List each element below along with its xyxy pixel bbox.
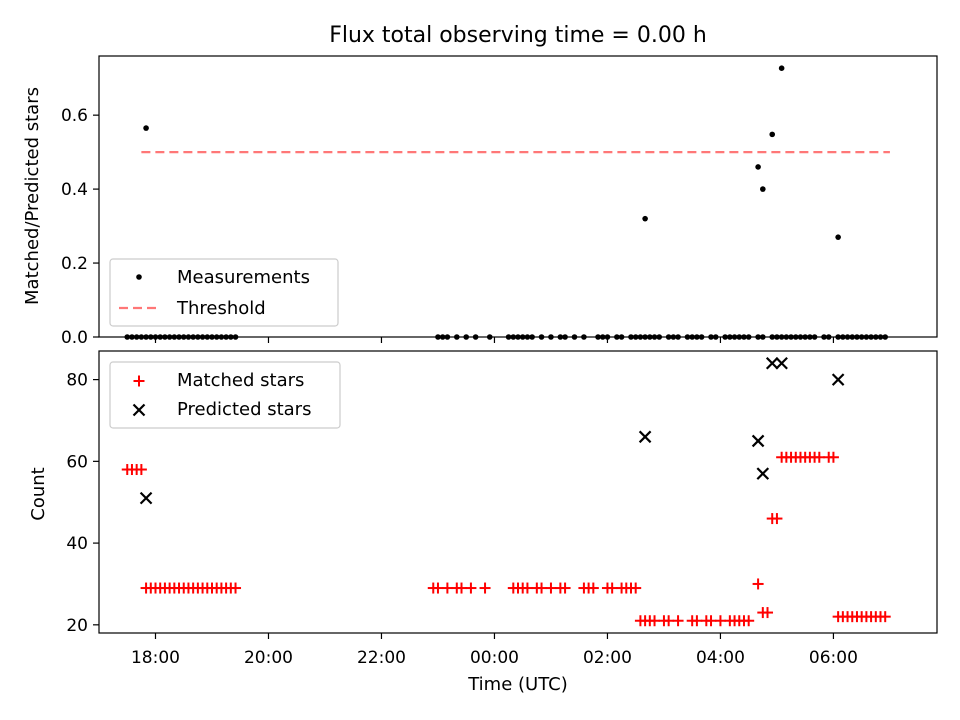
matched-star-point [630, 582, 642, 594]
matched-star-point [479, 582, 491, 594]
matched-star-point [230, 582, 242, 594]
predicted-star-point-b [751, 434, 765, 448]
predicted-star-point [775, 356, 788, 370]
predicted-star-point [831, 373, 845, 386]
x-tick-label: 20:00 [244, 648, 293, 668]
matched-star-point [714, 615, 726, 627]
x-tick-label: 18:00 [131, 648, 180, 668]
top-legend-box [109, 258, 339, 327]
bottom-plot-frame [98, 350, 938, 634]
matched-star-point [559, 582, 571, 594]
bottom-y-axis-label: Count [28, 467, 49, 520]
top-y-tick-label: 0.0 [61, 328, 88, 348]
legend-matched-label: Matched stars [177, 370, 304, 391]
matched-star-point [456, 582, 468, 594]
matched-star-point [752, 578, 764, 590]
predicted-star-point-b [638, 430, 652, 444]
bottom-legend-box [109, 361, 341, 429]
measurement-point [835, 234, 841, 240]
legend-threshold-label: Threshold [176, 298, 266, 319]
top-panel: 0.0 0.2 0.4 0.6 Measurements Threshold [61, 55, 938, 348]
measurement-point [755, 164, 761, 170]
legend-measurements-marker [136, 274, 142, 280]
matched-star-point [663, 615, 675, 627]
bottom-y-tick-label: 20 [66, 616, 88, 636]
matched-star-point [827, 451, 839, 463]
predicted-star-point-b [775, 356, 788, 370]
matched-star-point [441, 582, 453, 594]
measurement-point [642, 215, 648, 222]
matched-star-point [762, 607, 774, 619]
legend-predicted-marker-b [132, 403, 146, 417]
matched-star-point [743, 615, 755, 627]
predicted-star-point-b [831, 373, 845, 386]
x-tick-label: 00:00 [470, 648, 519, 668]
matched-star-point [649, 615, 661, 627]
matched-star-point [536, 582, 548, 594]
predicted-star-point [765, 356, 779, 370]
measurement-point [760, 186, 766, 192]
predicted-star-point-b [756, 467, 770, 480]
matched-star-point [606, 582, 618, 594]
measurement-point [143, 125, 149, 131]
matched-star-point [672, 615, 684, 627]
bottom-y-tick-label: 60 [66, 452, 88, 472]
matched-star-point [879, 611, 891, 623]
top-y-tick-label: 0.6 [61, 106, 88, 126]
matched-star-point [521, 582, 533, 594]
legend-measurements-label: Measurements [177, 267, 310, 288]
matched-star-point [465, 582, 477, 594]
matched-star-point [771, 513, 783, 525]
matched-star-point [545, 582, 557, 594]
predicted-star-point [638, 430, 652, 444]
measurement-point [778, 65, 785, 72]
predicted-star-point-b [139, 491, 153, 505]
matched-star-point [432, 582, 444, 594]
legend-predicted-label: Predicted stars [177, 399, 311, 420]
matched-star-point [691, 615, 703, 627]
matched-star-point [705, 615, 717, 627]
matched-star-point [813, 451, 825, 463]
predicted-star-point [139, 491, 153, 505]
top-y-tick-label: 0.2 [61, 254, 88, 274]
bottom-y-tick-label: 40 [66, 534, 88, 554]
predicted-star-point-b [765, 356, 779, 370]
matched-star-point [135, 464, 147, 476]
top-y-tick-label: 0.4 [61, 180, 88, 200]
bottom-panel: 20 40 60 80 18:00 20:00 22:00 00:00 02:00 04:00 06… [66, 350, 938, 668]
legend-matched-marker [133, 375, 145, 387]
predicted-star-point [756, 467, 770, 480]
top-y-axis-label: Matched/Predicted stars [22, 87, 43, 305]
matched-star-point [587, 582, 599, 594]
x-tick-label: 06:00 [809, 648, 858, 668]
top-plot-frame [98, 55, 938, 338]
predicted-star-point [751, 434, 765, 448]
chart-title: Flux total observing time = 0.00 h [329, 23, 707, 48]
x-tick-label: 04:00 [696, 648, 745, 668]
bottom-y-tick-label: 80 [66, 371, 88, 391]
x-tick-label: 22:00 [357, 648, 406, 668]
measurement-point [769, 131, 776, 138]
x-tick-label: 02:00 [583, 648, 632, 668]
x-axis-label: Time (UTC) [467, 674, 568, 695]
legend-predicted-marker [132, 403, 146, 417]
